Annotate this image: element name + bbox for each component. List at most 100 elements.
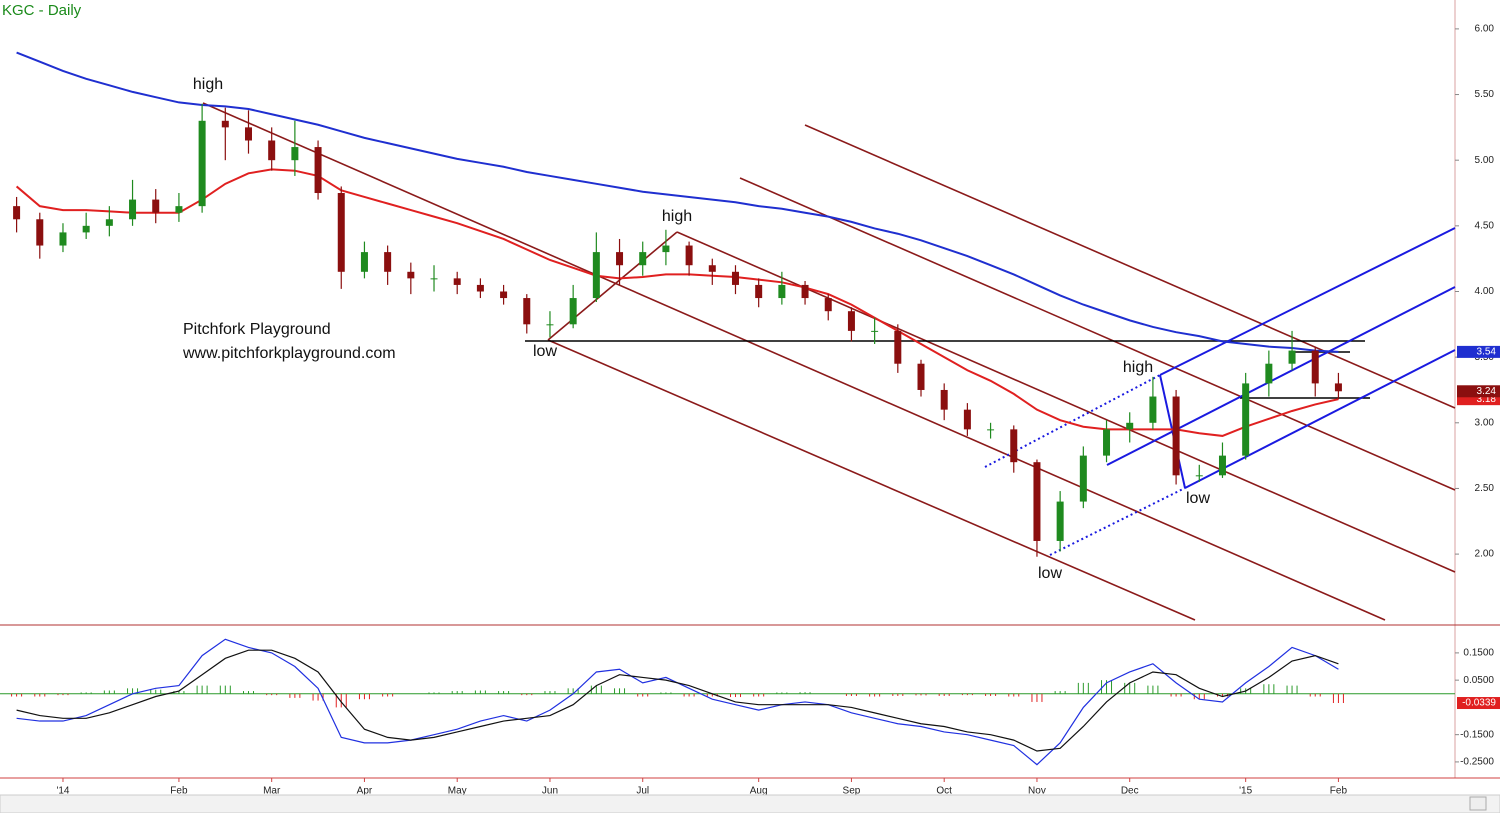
y-tick-label: -0.1500 <box>1460 729 1494 740</box>
candle-body <box>244 127 252 141</box>
x-tick-label: Nov <box>1028 786 1046 797</box>
candle-body <box>778 284 786 299</box>
candle-body <box>152 199 160 213</box>
y-tick-label: 0.0500 <box>1463 675 1494 686</box>
price-badge-label: 3.54 <box>1477 347 1497 358</box>
y-tick-label: 5.50 <box>1475 89 1495 100</box>
scroll-handle[interactable] <box>1469 796 1487 811</box>
candle-body <box>824 298 832 312</box>
candle-body <box>198 120 206 207</box>
annotation: low <box>1038 565 1062 582</box>
fork-line <box>739 177 1456 491</box>
candle-body <box>59 232 67 246</box>
candle-body <box>569 298 577 325</box>
fork-line <box>1184 349 1456 489</box>
price-badge-label: 3.18 <box>1477 394 1497 405</box>
candle-body <box>337 193 345 272</box>
candle-body <box>129 199 137 220</box>
x-tick-label: Oct <box>936 786 952 797</box>
candle-body <box>847 311 855 331</box>
x-tick-label: Dec <box>1121 786 1139 797</box>
candle-body <box>755 284 763 299</box>
candle-body <box>708 265 716 272</box>
annotation: Pitchfork Playground <box>183 321 331 338</box>
candle-body <box>407 271 415 279</box>
moving-average <box>16 51 1339 353</box>
annotation: low <box>533 343 557 360</box>
candle-body <box>13 206 21 220</box>
candle-body <box>546 324 554 326</box>
candle-body <box>1218 455 1226 476</box>
y-tick-label: 3.00 <box>1475 417 1495 428</box>
x-tick-label: Apr <box>357 786 373 797</box>
annotation: low <box>1186 490 1210 507</box>
price-badge <box>1457 697 1500 710</box>
candle-body <box>616 252 624 266</box>
x-tick-label: Mar <box>263 786 281 797</box>
price-badge-label: -0.0339 <box>1462 698 1496 709</box>
y-tick-label: 2.00 <box>1475 549 1495 560</box>
macd-line <box>16 649 1339 752</box>
x-tick-label: Jul <box>636 786 649 797</box>
candle-body <box>1265 363 1273 384</box>
candle-body <box>662 245 670 253</box>
candle-body <box>500 291 508 299</box>
y-tick-label: 6.00 <box>1475 24 1495 35</box>
y-tick-label: 0.1500 <box>1463 648 1494 659</box>
candle-body <box>801 284 809 299</box>
candle-body <box>1311 350 1319 384</box>
brown-pitchfork <box>202 102 1456 621</box>
annotation: www.pitchforkplayground.com <box>182 345 396 362</box>
x-tick-label: '15 <box>1239 786 1252 797</box>
fork-handle <box>547 231 678 341</box>
candle-body <box>685 245 693 266</box>
x-tick-label: Feb <box>170 786 188 797</box>
candle-body <box>82 225 90 233</box>
candle-body <box>105 219 113 226</box>
candle-body <box>1195 475 1203 477</box>
chart-title: KGC - Daily <box>2 2 82 19</box>
candle-body <box>384 252 392 272</box>
fork-line <box>1159 227 1456 376</box>
price-badge-label: 3.24 <box>1477 386 1497 397</box>
candle-body <box>1056 501 1064 541</box>
candle-body <box>175 206 183 213</box>
candle-body <box>731 271 739 285</box>
x-tick-label: Jun <box>542 786 558 797</box>
y-tick-label: 4.50 <box>1475 220 1495 231</box>
y-tick-label: 2.50 <box>1475 483 1495 494</box>
candle-body <box>360 252 368 272</box>
candle-body <box>987 429 995 431</box>
candle-body <box>291 147 299 161</box>
moving-average <box>15 168 1339 437</box>
price-badge <box>1457 345 1500 358</box>
candle-body <box>476 284 484 292</box>
candle-body <box>1172 396 1180 476</box>
candle-body <box>1288 350 1296 364</box>
candle-body <box>963 409 971 430</box>
candle-body <box>1242 383 1250 456</box>
x-tick-label: Aug <box>750 786 768 797</box>
fork-line <box>202 102 1386 621</box>
fork-line <box>804 124 1456 409</box>
annotation: high <box>193 76 223 93</box>
blue-pitchfork <box>984 227 1456 556</box>
candle-body <box>1033 462 1041 541</box>
candle-body <box>1334 383 1342 392</box>
candle-body <box>1010 429 1018 463</box>
price-badge <box>1457 385 1500 398</box>
candle-body <box>894 330 902 364</box>
candle-body <box>314 147 322 194</box>
candle-body <box>1149 396 1157 423</box>
fork-handle <box>1159 374 1186 489</box>
dotted-line <box>1049 487 1186 556</box>
fork-line <box>1106 286 1456 466</box>
scrollbar <box>0 794 1500 814</box>
candle-body <box>1079 455 1087 502</box>
x-tick-label: '14 <box>56 786 69 797</box>
candle-body <box>1126 422 1134 430</box>
candle-body <box>523 298 531 325</box>
candle-body <box>1103 429 1111 456</box>
fork-line <box>547 339 1196 621</box>
candle-body <box>268 140 276 161</box>
